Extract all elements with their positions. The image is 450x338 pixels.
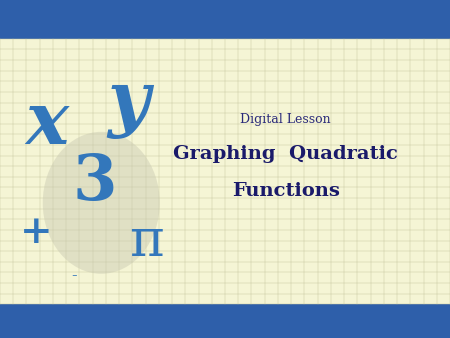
- Bar: [0, 39, 450, 304]
- Text: 3: 3: [72, 152, 117, 213]
- Text: x: x: [26, 88, 69, 159]
- Text: Digital Lesson: Digital Lesson: [240, 114, 331, 126]
- Text: +: +: [20, 213, 52, 251]
- Text: y: y: [107, 68, 149, 139]
- Text: Graphing  Quadratic: Graphing Quadratic: [173, 145, 398, 163]
- Text: Functions: Functions: [232, 182, 340, 200]
- Text: π: π: [129, 216, 163, 267]
- Text: -: -: [72, 267, 77, 284]
- Ellipse shape: [43, 132, 160, 274]
